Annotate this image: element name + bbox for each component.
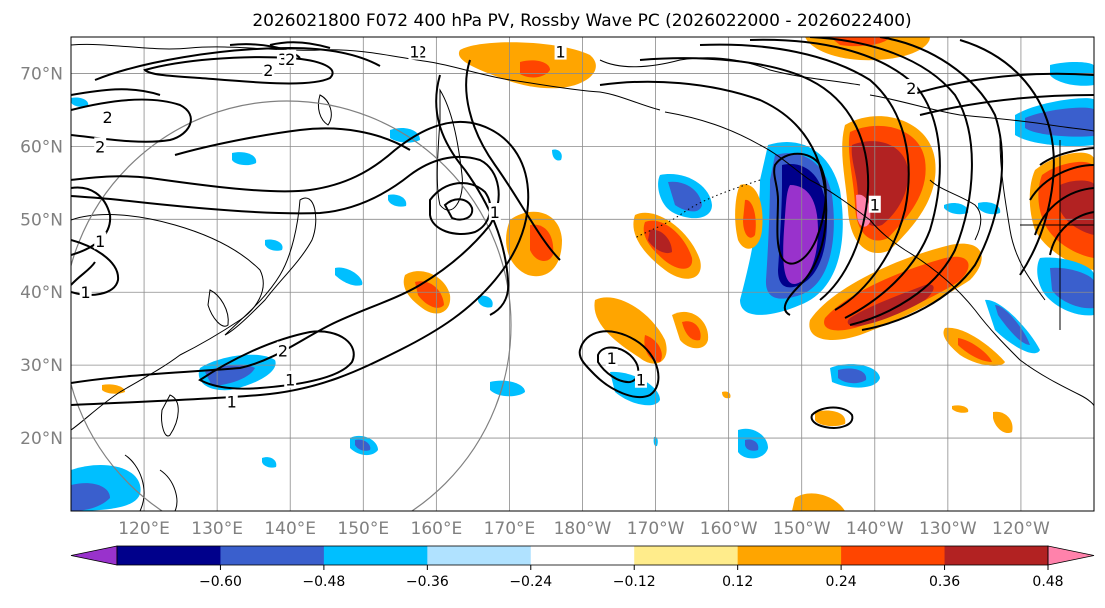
pv-contour-label: 1: [490, 203, 500, 222]
longitude-tick-labels: 120°E 130°E 140°E 150°E 160°E 170°E 180°W 170°W…: [118, 519, 1050, 539]
contour-label-backdrop: [94, 232, 107, 250]
contour-label-backdrop: [605, 348, 618, 366]
contour-label-backdrop: [94, 137, 107, 155]
contour-label-backdrop: [225, 392, 238, 410]
pv-contour-label: 1: [409, 43, 419, 62]
colorbar-extend-min: [70, 545, 118, 566]
colorbar-tick-label: 0.12: [722, 574, 753, 590]
pv-contour-label: 2: [263, 61, 273, 80]
pv-contour-label: 1: [285, 371, 295, 390]
colorbar-bin: [841, 546, 946, 565]
colorbar-tick-label: −0.36: [406, 574, 449, 590]
latitude-tick-labels: 70°N 60°N 50°N 40°N 30°N 20°N: [20, 64, 63, 449]
colorbar-tick-label: −0.24: [509, 574, 552, 590]
lat-tick-label: 70°N: [20, 64, 63, 84]
lon-tick-label: 140°E: [264, 519, 316, 539]
contour-label-backdrop: [905, 79, 918, 97]
colorbar-tick-label: −0.60: [199, 574, 242, 590]
colorbar-extend-max: [1047, 545, 1095, 566]
pv-contour-label: 1: [227, 393, 237, 412]
lat-tick-label: 30°N: [20, 356, 63, 376]
coastlines: [71, 43, 1094, 511]
colorbar-bin: [737, 546, 842, 565]
lat-tick-label: 40°N: [20, 283, 63, 303]
lon-tick-label: 160°W: [700, 519, 758, 539]
colorbar-tick-label: −0.48: [302, 574, 345, 590]
lon-tick-label: 170°E: [484, 519, 536, 539]
colorbar-bin: [530, 546, 635, 565]
lon-tick-label: 140°W: [846, 519, 904, 539]
contour-label-backdrop: [284, 370, 297, 388]
contour-label-backdrop: [79, 283, 92, 301]
lon-tick-label: 130°E: [191, 519, 243, 539]
anomaly-bering-sea: [658, 174, 763, 249]
lon-tick-label: 180°W: [554, 519, 612, 539]
pv-contour-label: 2: [285, 50, 295, 69]
lon-tick-label: 170°W: [627, 519, 685, 539]
colorbar-bin: [427, 546, 532, 565]
pv-contour-label: 1: [555, 43, 565, 62]
pv-contour-label: 2: [906, 79, 916, 98]
pv-contour-label: 2: [102, 108, 112, 127]
contour-label-backdrop: [101, 108, 114, 126]
pv-contours: [71, 37, 1094, 429]
colorbar-bin: [220, 546, 325, 565]
reference-circle: [71, 100, 512, 511]
contour-label-backdrop: [262, 60, 275, 78]
pv-contour-label: 2: [417, 43, 427, 62]
colorbar-bin: [634, 546, 739, 565]
colorbar-tick-label: 0.36: [929, 574, 960, 590]
pv-contour-label: 3: [278, 50, 288, 69]
negative-anomaly-gulf-alaska: [740, 142, 843, 315]
colorbar-bin: [323, 546, 428, 565]
negative-anomaly-west-coast: [1037, 257, 1094, 316]
lat-tick-label: 60°N: [20, 137, 63, 157]
pv-contour-label: 1: [95, 232, 105, 251]
contour-label-backdrop: [868, 195, 881, 213]
contour-label-backdrop: [634, 370, 647, 388]
colorbar-bin: [944, 546, 1049, 565]
contour-label-backdrop: [488, 203, 501, 221]
pv-contour-label: 1: [607, 349, 617, 368]
pv-contour-label: 1: [81, 283, 91, 302]
pv-contour-label: 1: [870, 196, 880, 215]
lon-tick-label: 160°E: [411, 519, 463, 539]
lon-tick-label: 150°W: [773, 519, 831, 539]
colorbar-tick-label: 0.48: [1032, 574, 1063, 590]
lon-tick-label: 150°E: [337, 519, 389, 539]
pv-contour-label: 2: [278, 342, 288, 361]
lon-tick-label: 130°W: [919, 519, 977, 539]
small-anomalies-east-pacific: [653, 202, 1040, 511]
contour-label-backdrop: [284, 49, 297, 67]
colorbar-tick-label: −0.12: [613, 574, 656, 590]
colorbar-frame: [116, 545, 1049, 566]
lat-tick-label: 50°N: [20, 210, 63, 230]
contour-label-backdrop: [408, 42, 421, 60]
contour-label-backdrop: [276, 341, 289, 359]
map-frame: [70, 36, 1095, 512]
negative-anomaly-arctic-canada: [1015, 62, 1094, 147]
pv-contour-label: 1: [636, 371, 646, 390]
lat-tick-label: 20°N: [20, 429, 63, 449]
pv-contour-label: 2: [95, 137, 105, 156]
colorbar-bin: [117, 546, 221, 565]
graticule: [71, 37, 1094, 511]
lon-tick-label: 120°E: [118, 519, 170, 539]
lon-tick-label: 120°W: [992, 519, 1050, 539]
contour-label-backdrop: [554, 42, 567, 60]
colorbar-tick-label: 0.24: [826, 574, 857, 590]
colorbar: −0.60 −0.48 −0.36 −0.24 −0.12 0.12 0.24 0.36 0.4…: [70, 545, 1095, 590]
figure-title: 2026021800 F072 400 hPa PV, Rossby Wave …: [252, 11, 911, 31]
